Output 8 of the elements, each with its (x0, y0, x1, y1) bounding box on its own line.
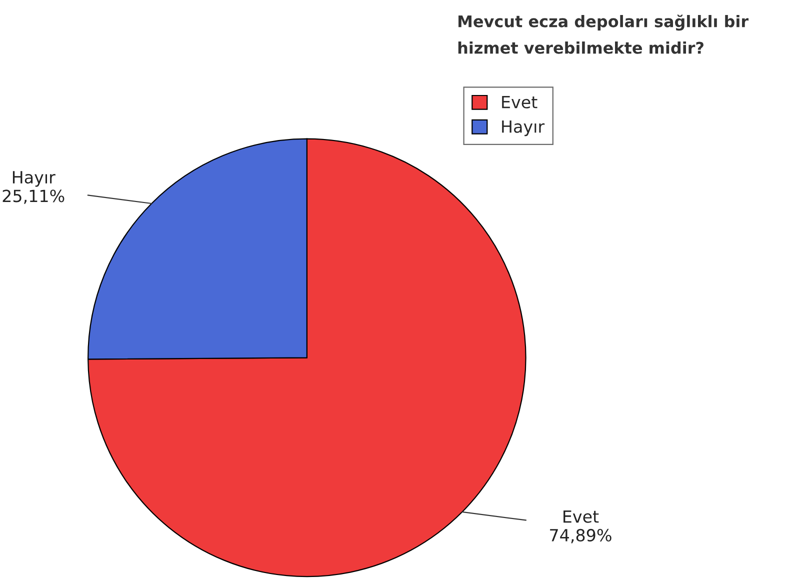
data-label: 25,11% (2, 190, 64, 204)
data-label: 74,89% (550, 528, 612, 544)
legend-label: Hayır (502, 120, 545, 136)
slice-label: Evet (564, 510, 599, 523)
slice-label: Hayır (12, 171, 56, 187)
pie-slice (88, 138, 526, 578)
chart-title: Mevcut ecza depoları sağlıklı bir hizmet verebilmekte midir? (458, 14, 749, 54)
legend-label: Evet (502, 96, 538, 108)
